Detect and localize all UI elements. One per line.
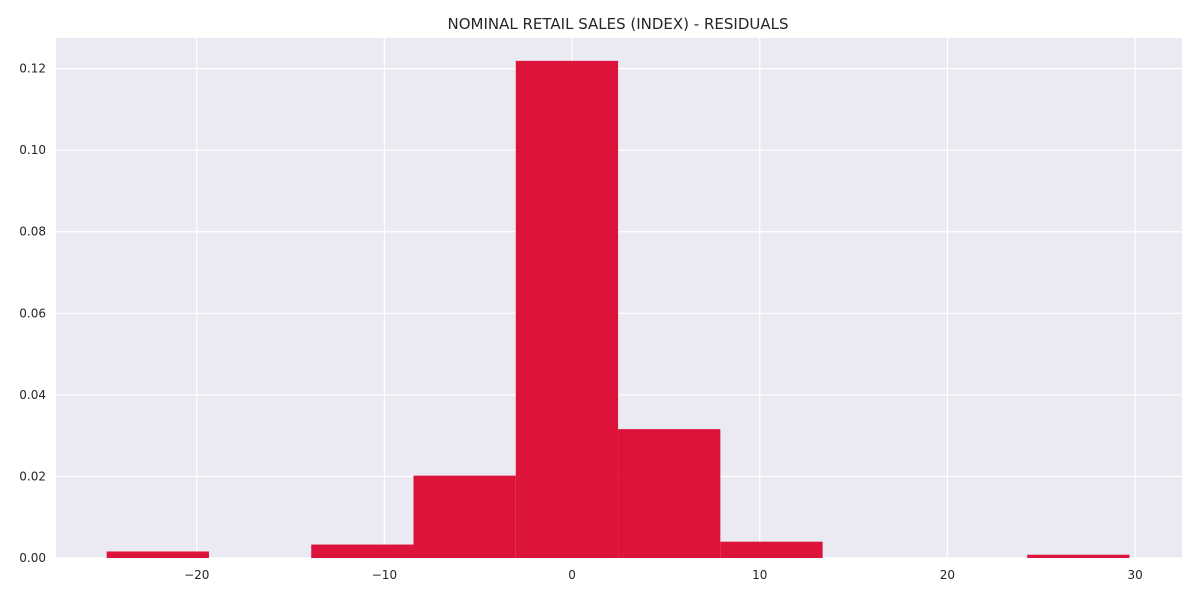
histogram-bar	[618, 429, 721, 558]
y-axis-tick-labels: 0.00 0.02 0.04 0.06 0.08 0.10 0.12	[19, 62, 46, 565]
histogram-bar	[720, 541, 823, 558]
x-tick-label: 30	[1127, 568, 1142, 582]
y-tick-label: 0.08	[19, 225, 46, 239]
x-tick-label: 0	[568, 568, 576, 582]
y-tick-label: 0.12	[19, 62, 46, 76]
x-tick-label: 20	[940, 568, 955, 582]
x-tick-label: −20	[184, 568, 209, 582]
y-tick-label: 0.02	[19, 469, 46, 483]
histogram-bar	[515, 60, 619, 559]
x-tick-label: −10	[372, 568, 397, 582]
y-tick-label: 0.04	[19, 388, 46, 402]
x-axis-tick-labels: −20 −10 0 10 20 30	[184, 568, 1143, 582]
y-tick-label: 0.00	[19, 551, 46, 565]
histogram-bar	[106, 551, 209, 558]
y-tick-label: 0.10	[19, 143, 46, 157]
histogram-bar	[413, 475, 516, 558]
chart-title: NOMINAL RETAIL SALES (INDEX) - RESIDUALS	[447, 15, 788, 33]
histogram-bar	[311, 544, 414, 558]
y-tick-label: 0.06	[19, 306, 46, 320]
x-tick-label: 10	[752, 568, 767, 582]
histogram-bar	[1027, 554, 1130, 558]
histogram-bars	[106, 60, 1130, 559]
